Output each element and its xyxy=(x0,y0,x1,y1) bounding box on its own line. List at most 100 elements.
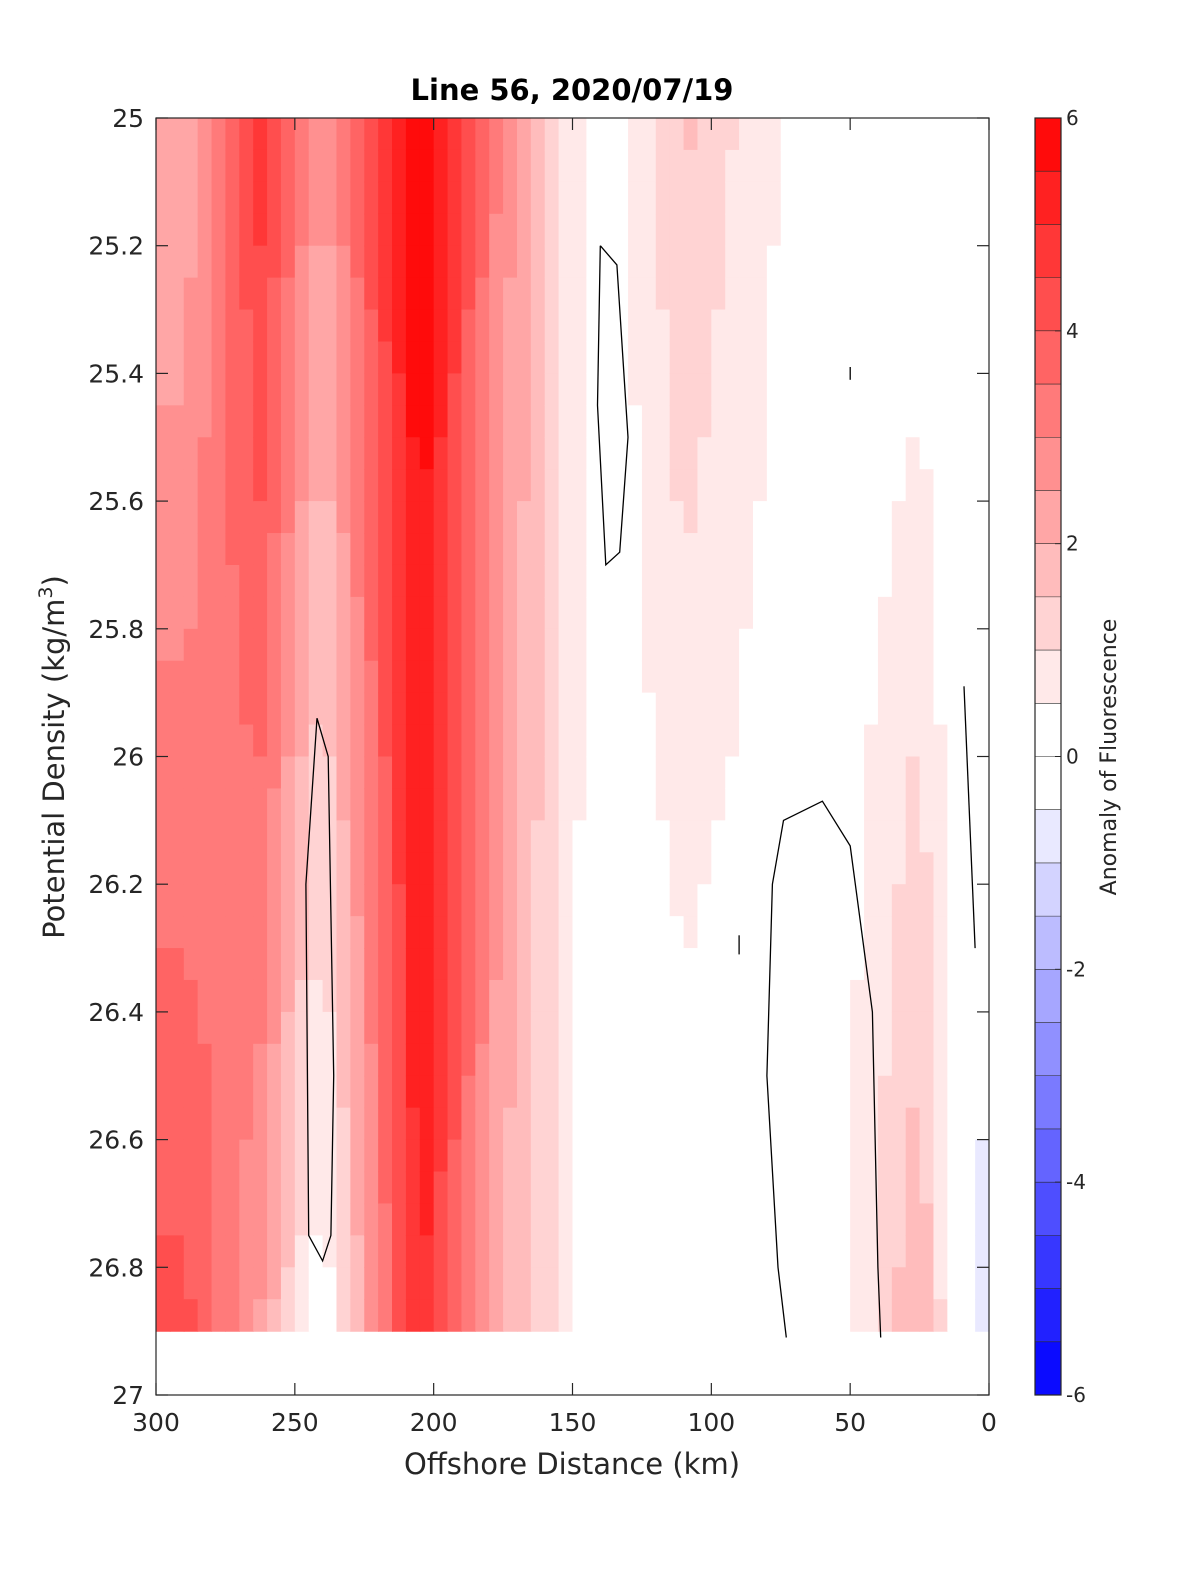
field-cell xyxy=(461,692,476,726)
field-cell xyxy=(156,948,171,981)
field-cell xyxy=(739,373,754,406)
field-cell xyxy=(891,149,907,183)
field-cell xyxy=(628,1299,643,1332)
field-cell xyxy=(336,1011,351,1045)
field-cell xyxy=(225,181,240,215)
field-cell xyxy=(558,149,574,183)
field-cell xyxy=(725,1075,740,1109)
field-cell xyxy=(669,564,685,598)
field-cell xyxy=(919,979,935,1013)
field-cell xyxy=(572,309,587,343)
field-cell xyxy=(503,852,518,885)
field-cell xyxy=(183,1011,199,1045)
field-cell xyxy=(739,1075,754,1109)
field-cell xyxy=(156,1043,171,1077)
field-cell xyxy=(725,469,740,502)
field-cell xyxy=(822,692,837,726)
field-cell xyxy=(641,1107,657,1141)
field-cell xyxy=(683,309,699,343)
field-cell xyxy=(267,1043,282,1077)
field-cell xyxy=(600,1107,615,1141)
field-cell xyxy=(711,1203,726,1236)
field-cell xyxy=(544,692,560,726)
field-cell xyxy=(516,1075,532,1109)
field-cell xyxy=(253,1139,268,1173)
field-cell xyxy=(933,533,948,566)
field-cell xyxy=(655,979,671,1013)
field-cell xyxy=(600,437,615,470)
field-cell xyxy=(586,692,601,726)
field-cell xyxy=(822,724,837,758)
field-cell xyxy=(294,1075,310,1109)
field-cell xyxy=(169,373,185,406)
field-cell xyxy=(947,1299,962,1332)
field-cell xyxy=(280,660,296,694)
field-cell xyxy=(891,1171,907,1205)
field-cell xyxy=(308,1139,324,1173)
field-cell xyxy=(975,916,989,949)
field-cell xyxy=(225,405,240,438)
field-cell xyxy=(489,501,504,534)
field-cell xyxy=(280,149,296,183)
field-cell xyxy=(947,1011,962,1045)
field-cell xyxy=(655,1107,671,1141)
field-cell xyxy=(169,405,185,438)
field-cell xyxy=(975,852,989,885)
field-cell xyxy=(891,437,907,470)
field-cell xyxy=(850,1075,865,1109)
field-cell xyxy=(211,277,227,311)
field-cell xyxy=(530,1075,546,1109)
field-cell xyxy=(516,564,532,598)
field-cell xyxy=(156,277,171,311)
field-cell xyxy=(822,788,837,821)
field-cell xyxy=(489,341,504,374)
field-cell xyxy=(850,596,865,630)
field-cell xyxy=(294,245,310,279)
field-cell xyxy=(183,948,199,981)
x-tick-label: 300 xyxy=(132,1408,180,1437)
field-cell xyxy=(864,884,879,917)
field-cell xyxy=(669,469,685,502)
field-cell xyxy=(933,1139,948,1173)
field-cell xyxy=(530,596,546,630)
field-cell xyxy=(156,564,171,598)
field-cell xyxy=(905,309,921,343)
field-cell xyxy=(169,181,185,215)
field-cell xyxy=(336,1299,351,1332)
field-cell xyxy=(766,884,782,917)
field-cell xyxy=(530,469,546,502)
field-cell xyxy=(378,852,393,885)
field-cell xyxy=(711,948,726,981)
field-cell xyxy=(156,373,171,406)
field-cell xyxy=(516,213,532,247)
field-cell xyxy=(336,756,351,790)
colorbar-swatch xyxy=(1035,1022,1061,1076)
field-cell xyxy=(864,852,879,885)
field-cell xyxy=(392,437,407,470)
field-cell xyxy=(961,533,976,566)
field-cell xyxy=(822,1235,837,1268)
field-cell xyxy=(739,756,754,790)
field-cell xyxy=(836,149,851,183)
field-cell xyxy=(628,405,643,438)
field-cell xyxy=(392,469,407,502)
field-cell xyxy=(558,533,574,566)
colorbar-swatch xyxy=(1035,277,1061,331)
colorbar-swatch xyxy=(1035,437,1061,491)
field-cell xyxy=(725,916,740,949)
field-cell xyxy=(655,724,671,758)
field-cell xyxy=(808,501,823,534)
field-cell xyxy=(183,181,199,215)
field-cell xyxy=(433,1011,449,1045)
field-cell xyxy=(794,884,810,917)
field-cell xyxy=(544,405,560,438)
field-cell xyxy=(489,1107,504,1141)
field-cell xyxy=(364,437,379,470)
field-cell xyxy=(697,1011,712,1045)
field-cell xyxy=(794,660,810,694)
field-cell xyxy=(933,1075,948,1109)
field-cell xyxy=(919,341,935,374)
y-axis-label-superscript: 3 xyxy=(35,586,57,598)
field-cell xyxy=(475,373,490,406)
field-cell xyxy=(905,1011,921,1045)
